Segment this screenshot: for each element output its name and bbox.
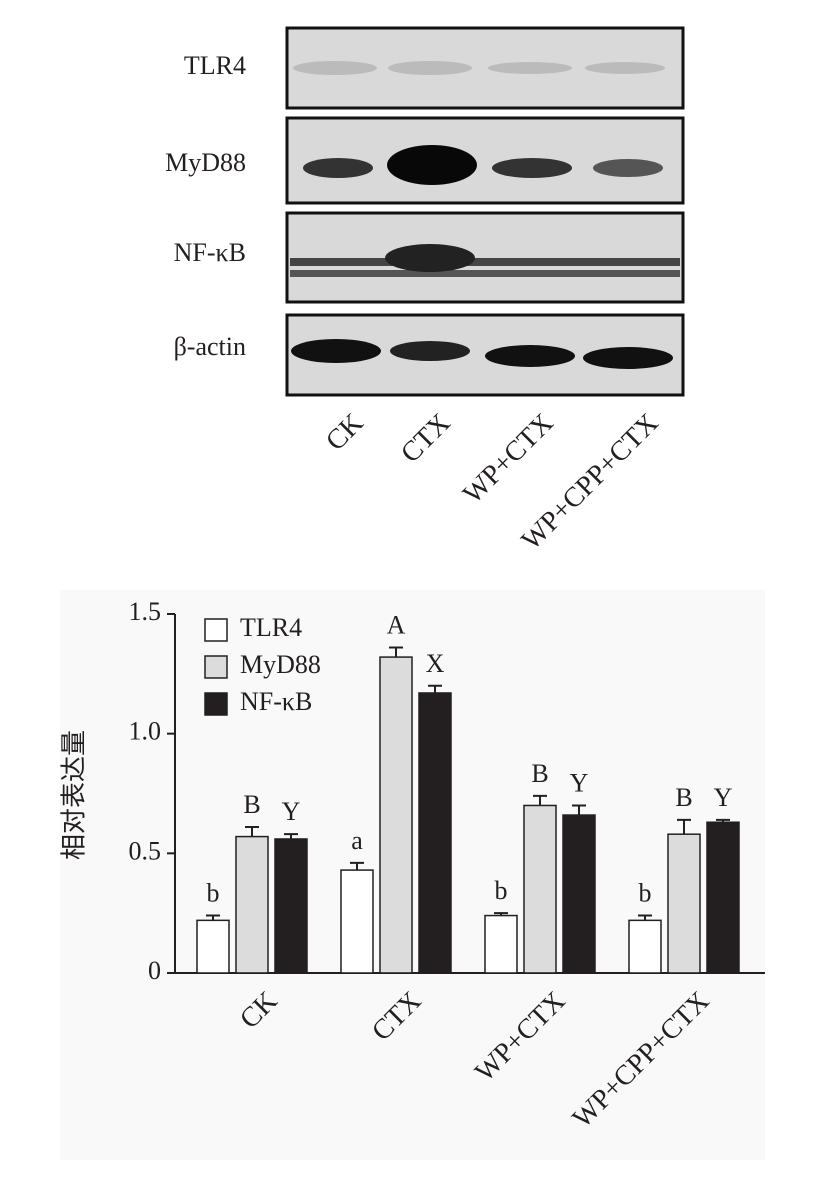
y-tick-label: 0.5 bbox=[129, 836, 162, 865]
error-bar bbox=[572, 804, 586, 816]
y-tick-label: 1.5 bbox=[129, 597, 162, 626]
error-bar bbox=[677, 818, 691, 835]
blot-bands bbox=[290, 145, 680, 369]
significance-letter: b bbox=[639, 879, 652, 908]
bar bbox=[235, 835, 269, 974]
significance-letter: Y bbox=[570, 768, 589, 797]
error-bar bbox=[350, 861, 364, 871]
blot-row-label: NF-κB bbox=[174, 238, 246, 267]
significance-letter: A bbox=[387, 610, 406, 639]
bar bbox=[379, 656, 413, 974]
bar bbox=[274, 838, 308, 974]
blot-row-label: TLR4 bbox=[184, 51, 246, 80]
error-bar bbox=[533, 794, 547, 806]
significance-letter: Y bbox=[282, 797, 301, 826]
significance-letter: B bbox=[675, 783, 692, 812]
bar bbox=[523, 804, 557, 974]
significance-letter: B bbox=[243, 790, 260, 819]
y-axis-label: 相对表达量 bbox=[60, 730, 90, 860]
legend-swatch bbox=[204, 618, 228, 642]
bar bbox=[706, 821, 740, 974]
bar bbox=[628, 919, 662, 974]
bar bbox=[484, 914, 518, 974]
significance-letter: a bbox=[351, 826, 363, 855]
y-tick-label: 1.0 bbox=[129, 717, 162, 746]
bar bbox=[196, 919, 230, 974]
blot-lane-label: CTX bbox=[395, 408, 457, 470]
blot-row-label: β-actin bbox=[174, 332, 246, 361]
y-tick-label: 0 bbox=[148, 956, 161, 985]
legend-swatch bbox=[204, 692, 228, 716]
error-bar bbox=[245, 826, 259, 837]
blot-image bbox=[285, 26, 685, 397]
blot-row-label: MyD88 bbox=[165, 148, 246, 177]
bar bbox=[667, 833, 701, 974]
error-bar bbox=[716, 818, 730, 823]
bar bbox=[418, 692, 452, 974]
blot-strip bbox=[285, 211, 685, 304]
error-bar bbox=[428, 684, 442, 693]
significance-letter: B bbox=[531, 759, 548, 788]
blot-lane-label: WP+CTX bbox=[457, 408, 559, 510]
significance-letter: X bbox=[426, 649, 445, 678]
legend-label: MyD88 bbox=[240, 650, 321, 679]
legend-swatch bbox=[204, 655, 228, 679]
blot-lane-label: CK bbox=[320, 408, 369, 457]
error-bar bbox=[494, 912, 508, 916]
significance-letter: b bbox=[495, 876, 508, 905]
error-bar bbox=[389, 646, 403, 658]
legend-label: TLR4 bbox=[240, 613, 302, 642]
legend-label: NF-κB bbox=[240, 687, 312, 716]
significance-letter: b bbox=[207, 879, 220, 908]
blot-bands bbox=[293, 61, 665, 75]
bar bbox=[340, 869, 374, 974]
error-bar bbox=[206, 914, 220, 921]
bar bbox=[562, 814, 596, 974]
significance-letter: Y bbox=[714, 783, 733, 812]
error-bar bbox=[638, 914, 652, 921]
error-bar bbox=[284, 833, 298, 839]
